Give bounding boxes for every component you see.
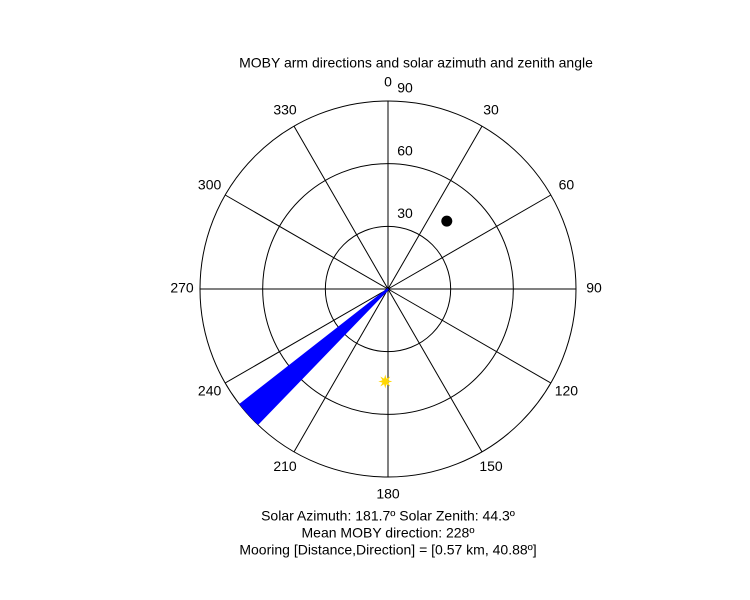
spoke	[293, 125, 389, 290]
sun-marker	[378, 374, 393, 389]
annotation: Mooring [Distance,Direction] = [0.57 km,…	[239, 542, 536, 558]
r-tick-label: 90	[397, 80, 413, 96]
angle-label: 0	[384, 74, 392, 90]
ring	[199, 100, 577, 478]
spoke	[387, 194, 552, 290]
r-tick-label: 60	[397, 142, 413, 158]
angle-label: 150	[479, 458, 503, 474]
chart-title: MOBY arm directions and solar azimuth an…	[239, 55, 593, 71]
angle-label: 30	[483, 101, 499, 117]
spoke	[387, 125, 483, 290]
angle-label: 120	[555, 383, 579, 399]
moby-arm	[239, 288, 389, 406]
ring	[262, 163, 514, 415]
ring	[324, 225, 452, 353]
angle-label: 330	[273, 101, 297, 117]
spoke	[224, 194, 389, 290]
mooring-marker	[441, 215, 453, 227]
r-tick-label: 30	[397, 205, 413, 221]
annotation: Mean MOBY direction: 228º	[302, 525, 475, 541]
angle-label: 270	[170, 280, 194, 296]
spoke	[224, 288, 389, 384]
angle-label: 300	[198, 177, 222, 193]
annotation: Solar Azimuth: 181.7º Solar Zenith: 44.3…	[261, 508, 515, 524]
angle-label: 60	[559, 177, 575, 193]
spoke	[293, 288, 389, 453]
angle-label: 240	[198, 383, 222, 399]
angle-label: 180	[376, 486, 400, 502]
spoke	[387, 288, 552, 384]
angle-label: 90	[586, 280, 602, 296]
angle-label: 210	[273, 458, 297, 474]
spoke	[387, 288, 483, 453]
